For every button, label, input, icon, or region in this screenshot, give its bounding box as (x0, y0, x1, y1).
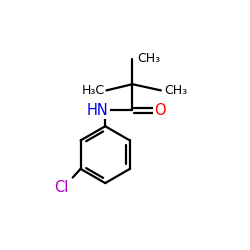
Text: HN: HN (87, 103, 109, 118)
Text: CH₃: CH₃ (164, 84, 187, 97)
Text: Cl: Cl (54, 180, 68, 195)
Text: O: O (154, 103, 166, 118)
Text: CH₃: CH₃ (137, 52, 160, 65)
Text: H₃C: H₃C (81, 84, 104, 97)
